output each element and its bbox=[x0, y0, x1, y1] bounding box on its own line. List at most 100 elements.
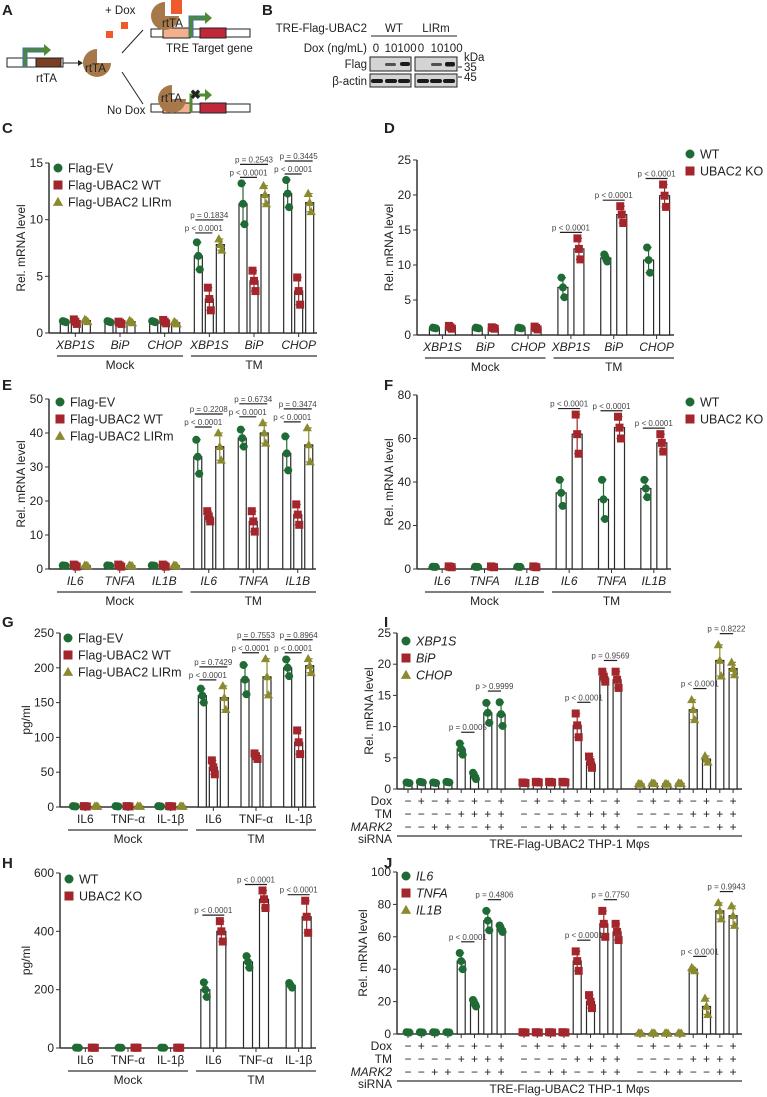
p-value-label: p < 0.0001 bbox=[184, 418, 223, 427]
data-point-circle bbox=[194, 251, 203, 260]
data-point-circle bbox=[474, 562, 482, 571]
rtta-protein-label: rtTA bbox=[85, 63, 106, 75]
legend-entry: CHOP bbox=[416, 669, 453, 683]
data-point-circle bbox=[483, 916, 492, 925]
data-point-circle bbox=[685, 149, 695, 159]
data-point-circle bbox=[482, 906, 491, 915]
condition-sign: + bbox=[431, 1065, 438, 1079]
data-point-square bbox=[532, 563, 541, 572]
group-label: TM bbox=[247, 832, 264, 846]
data-point-square bbox=[55, 414, 65, 424]
y-axis-label: Rel. mRNA level bbox=[362, 667, 376, 754]
data-point-square bbox=[573, 234, 582, 243]
condition-sign: − bbox=[404, 807, 411, 821]
data-point-triangle bbox=[305, 197, 315, 207]
group-label: Mock bbox=[114, 1073, 144, 1087]
data-point-triangle bbox=[83, 561, 93, 570]
data-point-square bbox=[573, 430, 582, 439]
condition-sign: − bbox=[534, 820, 541, 834]
condition-sign: + bbox=[614, 1065, 621, 1079]
data-point-triangle bbox=[303, 188, 313, 197]
promoter-arrow bbox=[189, 93, 206, 112]
y-tick-label: 0 bbox=[404, 328, 411, 342]
dose-label: 0 bbox=[373, 43, 379, 55]
target-gene-label: Target gene bbox=[192, 43, 253, 55]
data-point-square bbox=[293, 726, 302, 735]
data-point-square bbox=[206, 517, 215, 526]
x-category-label: IL6 bbox=[77, 812, 94, 826]
data-point-circle bbox=[485, 718, 494, 727]
legend-entry: Flag-UBAC2 LIRm bbox=[68, 196, 172, 210]
data-point-circle bbox=[641, 484, 650, 493]
data-point-square bbox=[250, 276, 258, 285]
condition-sign: + bbox=[703, 1052, 710, 1066]
data-point-square bbox=[447, 324, 456, 333]
condition-sign: − bbox=[690, 1065, 697, 1079]
p-value-label: p = 0.3474 bbox=[279, 400, 318, 409]
condition-sign: + bbox=[574, 1052, 581, 1066]
y-tick-label: 0 bbox=[47, 1041, 54, 1055]
condition-sign: − bbox=[716, 794, 723, 808]
data-point-circle bbox=[285, 672, 294, 681]
condition-sign: − bbox=[636, 820, 643, 834]
data-point-square bbox=[72, 562, 81, 571]
data-point-triangle bbox=[178, 801, 188, 810]
x-category-label: CHOP bbox=[511, 340, 546, 354]
data-point-square bbox=[82, 802, 91, 811]
data-point-triangle bbox=[663, 1028, 673, 1037]
data-point-triangle bbox=[306, 206, 316, 216]
condition-sign: + bbox=[534, 1039, 541, 1053]
data-point-circle bbox=[485, 926, 494, 935]
data-point-triangle bbox=[400, 669, 412, 679]
data-point-circle bbox=[401, 871, 411, 881]
condition-sign: − bbox=[663, 1052, 670, 1066]
data-point-triangle bbox=[728, 910, 738, 920]
data-point-triangle bbox=[127, 318, 138, 327]
p-value-label: p < 0.0001 bbox=[595, 191, 634, 200]
data-point-triangle bbox=[215, 239, 225, 248]
y-tick-label: 150 bbox=[34, 696, 54, 710]
group-label: TM bbox=[247, 1073, 264, 1087]
data-point-circle bbox=[53, 163, 63, 173]
bar bbox=[283, 193, 293, 334]
data-point-triangle bbox=[52, 196, 64, 206]
p-value-label: p = 0.7429 bbox=[194, 658, 233, 667]
rtta-protein-icon bbox=[83, 49, 111, 77]
data-point-triangle bbox=[54, 430, 66, 440]
data-point-circle bbox=[497, 710, 506, 719]
data-point-circle bbox=[237, 179, 246, 188]
data-point-circle bbox=[646, 268, 655, 277]
condition-sign: + bbox=[587, 807, 594, 821]
bar bbox=[600, 257, 612, 336]
dox-pathway-arrow bbox=[121, 29, 144, 54]
legend-entry: Flag-UBAC2 WT bbox=[68, 179, 161, 193]
condition-sign: − bbox=[636, 794, 643, 808]
panel-label: G bbox=[2, 614, 14, 631]
data-point-square bbox=[614, 936, 623, 945]
condition-sign: + bbox=[676, 820, 683, 834]
data-point-square bbox=[615, 423, 624, 432]
bar bbox=[216, 930, 227, 1049]
condition-sign: + bbox=[587, 794, 594, 808]
condition-sign: − bbox=[636, 1052, 643, 1066]
bar bbox=[656, 442, 668, 570]
y-tick-label: 10 bbox=[398, 258, 412, 272]
x-category-label: IL1B bbox=[641, 574, 666, 588]
data-point-triangle bbox=[650, 778, 660, 788]
condition-sign: + bbox=[614, 1039, 621, 1053]
data-point-square bbox=[258, 886, 267, 895]
data-point-triangle bbox=[690, 966, 700, 975]
data-point-triangle bbox=[303, 653, 313, 663]
rtta-protein-label: rtTA bbox=[161, 93, 182, 105]
data-point-square bbox=[599, 672, 608, 681]
condition-sign: − bbox=[574, 820, 581, 834]
data-point-triangle bbox=[260, 189, 270, 199]
condition-sign: − bbox=[404, 820, 411, 834]
data-point-square bbox=[261, 904, 270, 912]
data-point-square bbox=[207, 756, 216, 765]
data-point-circle bbox=[242, 690, 251, 699]
data-point-square bbox=[293, 510, 302, 519]
bar bbox=[728, 915, 738, 1035]
y-tick-label: 10 bbox=[378, 720, 392, 734]
